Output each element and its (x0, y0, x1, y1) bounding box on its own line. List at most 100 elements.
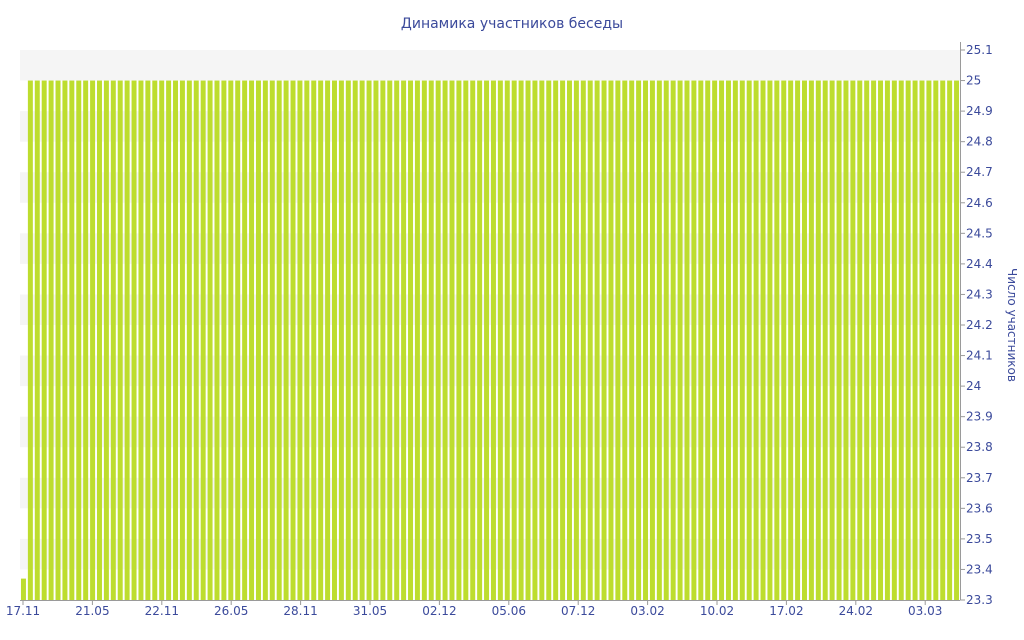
bar (725, 80, 731, 600)
bar (48, 80, 54, 600)
bar (504, 80, 510, 600)
bar (705, 80, 711, 600)
bar (947, 80, 953, 600)
bar (249, 80, 255, 600)
bar (41, 80, 47, 600)
bar (760, 80, 766, 600)
bar (615, 80, 621, 600)
y-tick-label: 23.4 (966, 562, 993, 576)
bar (622, 80, 628, 600)
bar (836, 80, 842, 600)
bar (76, 80, 82, 600)
bar (587, 80, 593, 600)
y-tick-label: 24.1 (966, 349, 993, 363)
bar (878, 80, 884, 600)
bar (608, 80, 614, 600)
bar (421, 80, 427, 600)
bar (808, 80, 814, 600)
bar (200, 80, 206, 600)
y-tick-label: 24.8 (966, 135, 993, 149)
bar (553, 80, 559, 600)
x-tick-label: 31.05 (353, 604, 387, 618)
bar (497, 80, 503, 600)
bar (235, 80, 241, 600)
bar (580, 80, 586, 600)
bar (152, 80, 158, 600)
bar (788, 80, 794, 600)
bar (138, 80, 144, 600)
bar (753, 80, 759, 600)
bar (214, 80, 220, 600)
x-axis: 17.11 21.05 22.11 26.05 28.11 31.05 02.12 05.06… (6, 600, 960, 618)
x-tick-label: 26.05 (214, 604, 248, 618)
x-tick-label: 07.12 (561, 604, 595, 618)
bar (242, 80, 248, 600)
bar (719, 80, 725, 600)
bar (193, 80, 199, 600)
bar (110, 80, 116, 600)
x-tick-label: 21.05 (75, 604, 109, 618)
bar (283, 80, 289, 600)
y-tick-label: 24.9 (966, 104, 993, 118)
bar (90, 80, 96, 600)
bar (394, 80, 400, 600)
bar (698, 80, 704, 600)
bar (62, 80, 68, 600)
bar (954, 80, 960, 600)
bar (456, 80, 462, 600)
y-tick-label: 25.1 (966, 43, 993, 57)
y-tick-label: 24.6 (966, 196, 993, 210)
bar (677, 80, 683, 600)
bar (636, 80, 642, 600)
bar (207, 80, 213, 600)
bar (145, 80, 151, 600)
x-tick-label: 28.11 (283, 604, 317, 618)
x-tick-label: 03.02 (630, 604, 664, 618)
bar (746, 80, 752, 600)
bar (802, 80, 807, 600)
bar (649, 80, 655, 600)
bar (643, 80, 649, 600)
bar (269, 80, 275, 600)
bar (767, 80, 773, 600)
bar (414, 80, 420, 600)
bar (567, 80, 572, 600)
bar (933, 80, 939, 600)
bar (318, 80, 324, 600)
x-tick-label: 22.11 (145, 604, 179, 618)
bar (684, 80, 690, 600)
bar (103, 80, 109, 600)
bar (276, 80, 282, 600)
bar (387, 80, 393, 600)
bar (871, 80, 877, 600)
bar (221, 80, 227, 600)
bar (601, 80, 607, 600)
bar (843, 80, 849, 600)
bar (891, 80, 897, 600)
bar (940, 80, 946, 600)
bar (884, 80, 890, 600)
chart-title: Динамика участников беседы (401, 16, 623, 32)
bar (449, 80, 455, 600)
bar (774, 80, 780, 600)
bar (55, 80, 61, 600)
bar (829, 80, 835, 600)
bar (442, 80, 448, 600)
bar (919, 80, 925, 600)
y-tick-label: 24.5 (966, 226, 993, 240)
bar (332, 80, 337, 600)
bar (815, 80, 821, 600)
bar (166, 80, 172, 600)
bar (179, 80, 185, 600)
bar (366, 80, 372, 600)
bar (186, 80, 192, 600)
bar (663, 80, 669, 600)
y-tick-label: 23.5 (966, 532, 993, 546)
bar (435, 80, 441, 600)
bar (629, 80, 635, 600)
bar (573, 80, 579, 600)
bar (560, 80, 566, 600)
bar (822, 80, 828, 600)
bar (34, 80, 40, 600)
